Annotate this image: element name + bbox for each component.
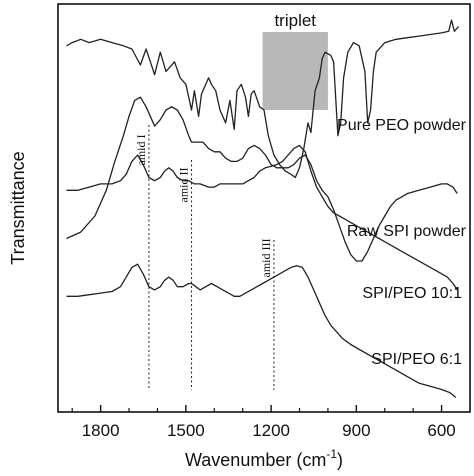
x-tick-label: 1500 [167,421,205,440]
series-line-4 [66,263,457,398]
x-tick-label: 1800 [82,421,120,440]
y-axis-title: Transmittance [8,151,28,264]
series-labels: Pure PEO powder Raw SPI powder SPI/PEO 10:… [337,117,467,368]
x-axis-title-main: Wavenumber (cm [185,450,326,470]
annotations: amid I amid II amid III [134,125,275,390]
x-axis-title-superscript: -1 [326,447,337,461]
annotation-label: amid II [177,168,191,203]
x-tick-label: 900 [342,421,370,440]
series-lines [66,19,460,398]
x-tick-label: 1200 [252,421,290,440]
triplet-label: triplet [274,11,316,30]
x-axis-title-suffix: ) [337,450,343,470]
triplet-highlight [262,32,328,110]
series-label: SPI/PEO 6:1 [371,351,462,368]
annotation-label: amid I [134,135,148,166]
annotation-label: amid III [259,239,273,278]
plot-frame [57,3,471,413]
series-line-2 [66,96,458,262]
x-ticks: 1800 1500 1200 900 600 [71,405,456,440]
series-label: Raw SPI powder [347,223,467,240]
series-label: SPI/PEO 10:1 [362,285,462,302]
x-tick-label: 600 [427,421,455,440]
series-label: Pure PEO powder [337,117,467,134]
series-line-1 [66,19,460,179]
x-axis-title: Wavenumber (cm-1) [185,447,343,470]
series-line-3 [66,144,458,291]
